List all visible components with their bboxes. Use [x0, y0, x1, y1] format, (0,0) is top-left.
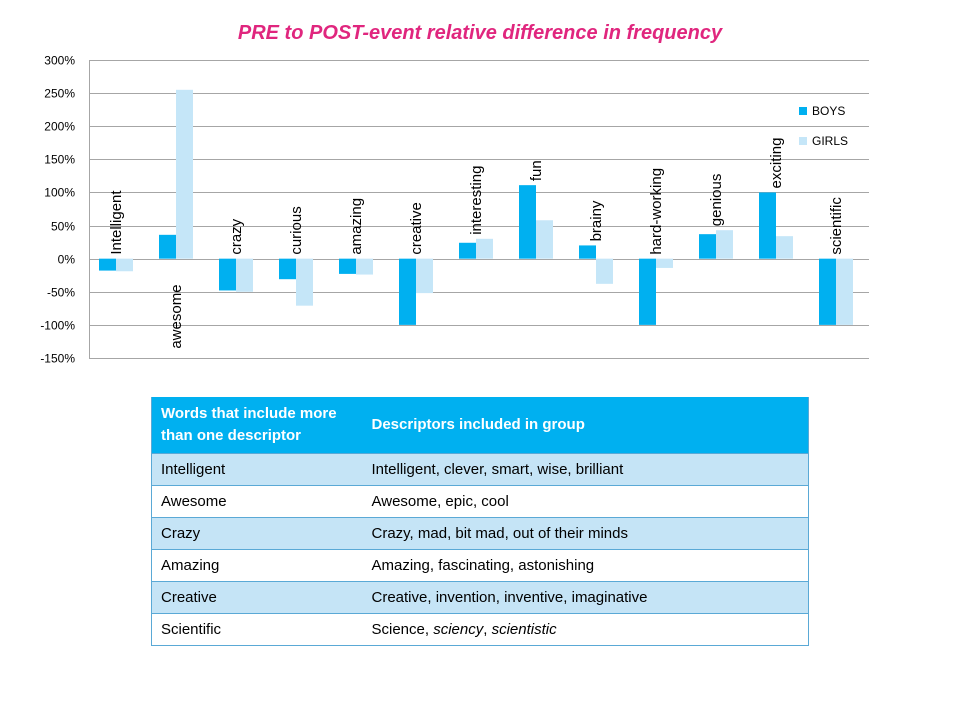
y-tick-label: 200% — [44, 120, 75, 134]
category-label: genious — [708, 174, 725, 227]
table-header-descriptors: Descriptors included in group — [362, 397, 809, 454]
bar-boys-exciting — [759, 192, 776, 259]
legend-label-boys: BOYS — [812, 104, 845, 118]
gridlines — [89, 60, 869, 359]
y-tick-label: 50% — [51, 220, 75, 234]
bar-boys-intelligent — [99, 258, 116, 271]
bar-boys-crazy — [219, 258, 236, 291]
descriptor-table: Words that include more than one descrip… — [151, 397, 809, 646]
legend-swatch-boys — [799, 107, 807, 115]
bar-girls-hard-working — [656, 258, 673, 268]
chart-title: PRE to POST-event relative difference in… — [237, 22, 723, 44]
bar-boys-fun — [519, 185, 536, 259]
y-tick-label: 0% — [58, 253, 76, 267]
bar-boys-amazing — [339, 258, 356, 274]
bar-girls-crazy — [236, 258, 253, 292]
table-row: Creative Creative, invention, inventive,… — [151, 581, 809, 614]
bar-boys-interesting — [459, 242, 476, 259]
bar-girls-awesome — [176, 89, 193, 259]
legend: BOYS GIRLS — [799, 104, 848, 148]
y-tick-label: -150% — [40, 352, 75, 366]
legend-label-girls: GIRLS — [812, 134, 848, 148]
descriptor-italic: sciency — [433, 621, 484, 638]
bar-boys-genious — [699, 234, 716, 259]
bar-girls-scientific — [836, 258, 853, 325]
table-cell-descriptors: Science, sciency, scientistic — [362, 613, 809, 646]
bar-boys-curious — [279, 258, 296, 280]
category-label: creative — [408, 202, 425, 255]
bar-boys-hard-working — [639, 258, 656, 325]
table-row: Scientific Science, sciency, scientistic — [151, 613, 809, 646]
category-label: curious — [288, 206, 305, 254]
bar-girls-creative — [416, 258, 433, 294]
bar-boys-creative — [399, 258, 416, 325]
bar-boys-brainy — [579, 245, 596, 259]
category-labels: Intelligent awesome crazy curious amazing cre… — [108, 138, 845, 349]
table-cell-descriptors: Awesome, epic, cool — [362, 485, 809, 518]
y-tick-label: 150% — [44, 153, 75, 167]
category-label: scientific — [828, 197, 845, 255]
y-tick-label: -100% — [40, 319, 75, 333]
bar-girls-amazing — [356, 258, 373, 275]
table-row: Awesome Awesome, epic, cool — [151, 485, 809, 518]
bar-girls-curious — [296, 258, 313, 306]
category-label: brainy — [588, 200, 605, 241]
table-cell-word: Scientific — [151, 613, 363, 646]
y-tick-label: 300% — [44, 54, 75, 68]
table-cell-word: Awesome — [151, 485, 363, 518]
axes: -150% -100% -50% 0% 50% 100% 150% 200% 250% 300% — [40, 54, 90, 366]
y-tick-label: 100% — [44, 186, 75, 200]
bar-girls-intelligent — [116, 258, 133, 272]
descriptor-plain: Science, — [371, 621, 434, 638]
table-header-words: Words that include more than one descrip… — [151, 397, 363, 454]
category-label: interesting — [468, 166, 485, 235]
table-row: Amazing Amazing, fascinating, astonishin… — [151, 549, 809, 582]
bar-girls-brainy — [596, 258, 613, 284]
table-cell-word: Crazy — [151, 517, 363, 550]
table-cell-descriptors: Crazy, mad, bit mad, out of their minds — [362, 517, 809, 550]
y-tick-label: 250% — [44, 87, 75, 101]
legend-swatch-girls — [799, 137, 807, 145]
bar-boys-awesome — [159, 234, 176, 259]
descriptor-italic: scientistic — [491, 621, 557, 638]
bar-chart: -150%-100%-50%0%50%100%150%200%250%300% … — [40, 54, 869, 366]
bar-girls-interesting — [476, 238, 493, 259]
table-cell-descriptors: Creative, invention, inventive, imaginat… — [362, 581, 809, 614]
descriptor-separator: , — [483, 621, 492, 638]
table-header-row: Words that include more than one descrip… — [151, 397, 809, 454]
bar-girls-genious — [716, 230, 733, 259]
category-label: exciting — [768, 138, 785, 189]
table-row: Intelligent Intelligent, clever, smart, … — [151, 453, 809, 486]
table-cell-word: Intelligent — [151, 453, 363, 486]
table-row: Crazy Crazy, mad, bit mad, out of their … — [151, 517, 809, 550]
category-label: amazing — [348, 198, 365, 255]
table-cell-word: Creative — [151, 581, 363, 614]
bar-boys-scientific — [819, 258, 836, 325]
category-label: crazy — [228, 218, 245, 254]
category-label: Intelligent — [108, 190, 125, 255]
table-cell-word: Amazing — [151, 549, 363, 582]
category-label: hard-working — [648, 168, 665, 255]
category-label: fun — [528, 160, 545, 181]
bar-girls-fun — [536, 220, 553, 259]
table-cell-descriptors: Intelligent, clever, smart, wise, brilli… — [362, 453, 809, 486]
table-cell-descriptors: Amazing, fascinating, astonishing — [362, 549, 809, 582]
bar-girls-exciting — [776, 236, 793, 259]
bars — [99, 89, 853, 325]
y-tick-label: -50% — [47, 286, 75, 300]
category-label: awesome — [168, 284, 185, 348]
